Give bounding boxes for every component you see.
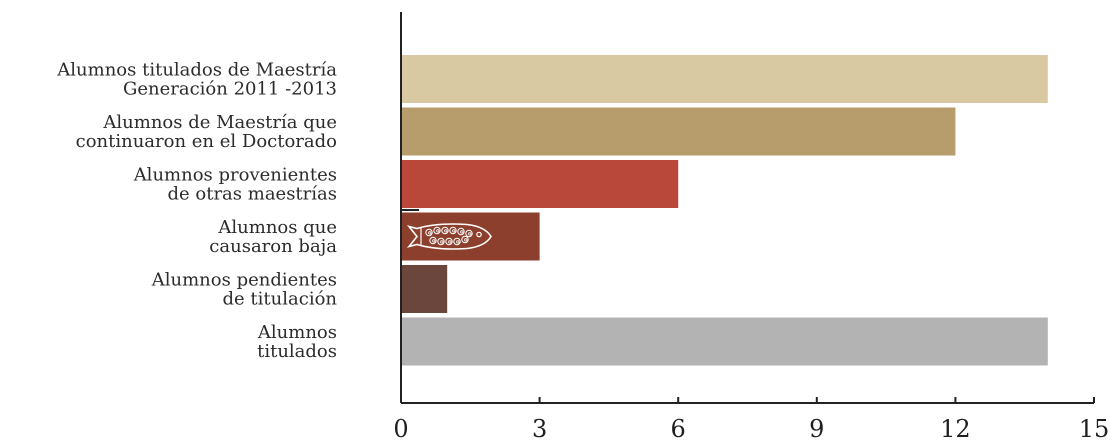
category-label-line: Alumnos [257,322,337,343]
bars-layer [401,55,1048,366]
x-tick-label-4: 12 [940,415,971,441]
bar-0 [401,55,1048,103]
x-tick-label-0: 0 [393,415,408,441]
tick-labels-layer: 0 3 6 9 12 15 [393,415,1109,441]
category-label-line: Alumnos pendientes [151,270,337,291]
bar-2 [401,160,679,208]
fish-icon [406,223,492,250]
category-label-3: Alumnos que causaron baja [209,217,337,257]
category-label-line: Alumnos que [217,217,337,238]
x-tick-label-1: 3 [532,415,547,441]
x-tick-label-5: 15 [1079,415,1110,441]
category-label-4: Alumnos pendientes de titulación [151,270,338,310]
bar-4 [401,265,448,313]
bar-5 [401,317,1048,366]
category-label-line: Generación 2011 -2013 [123,79,337,100]
category-label-2: Alumnos provenientes de otras maestrías [133,165,337,205]
category-label-line: titulados [257,341,337,362]
x-tick-label-3: 9 [809,415,824,441]
bar-1 [401,107,956,156]
category-label-line: Alumnos provenientes [133,165,337,186]
category-label-0: Alumnos titulados de Maestría Generación … [56,60,337,100]
category-label-line: Alumnos titulados de Maestría [56,60,337,81]
category-label-line: continuaron en el Doctorado [76,131,337,152]
category-label-1: Alumnos de Maestría que continuaron en el… [76,112,337,152]
axis-layer [400,12,1095,404]
category-label-line: de otras maestrías [167,184,337,205]
category-label-line: de titulación [223,289,338,310]
category-label-5: Alumnos titulados [257,322,337,362]
category-label-line: Alumnos de Maestría que [102,112,337,133]
icons-layer [406,223,492,250]
category-labels-layer: Alumnos titulados de Maestría Generación … [56,60,337,363]
category-label-line: causaron baja [209,236,337,257]
x-tick-label-2: 6 [671,415,686,441]
